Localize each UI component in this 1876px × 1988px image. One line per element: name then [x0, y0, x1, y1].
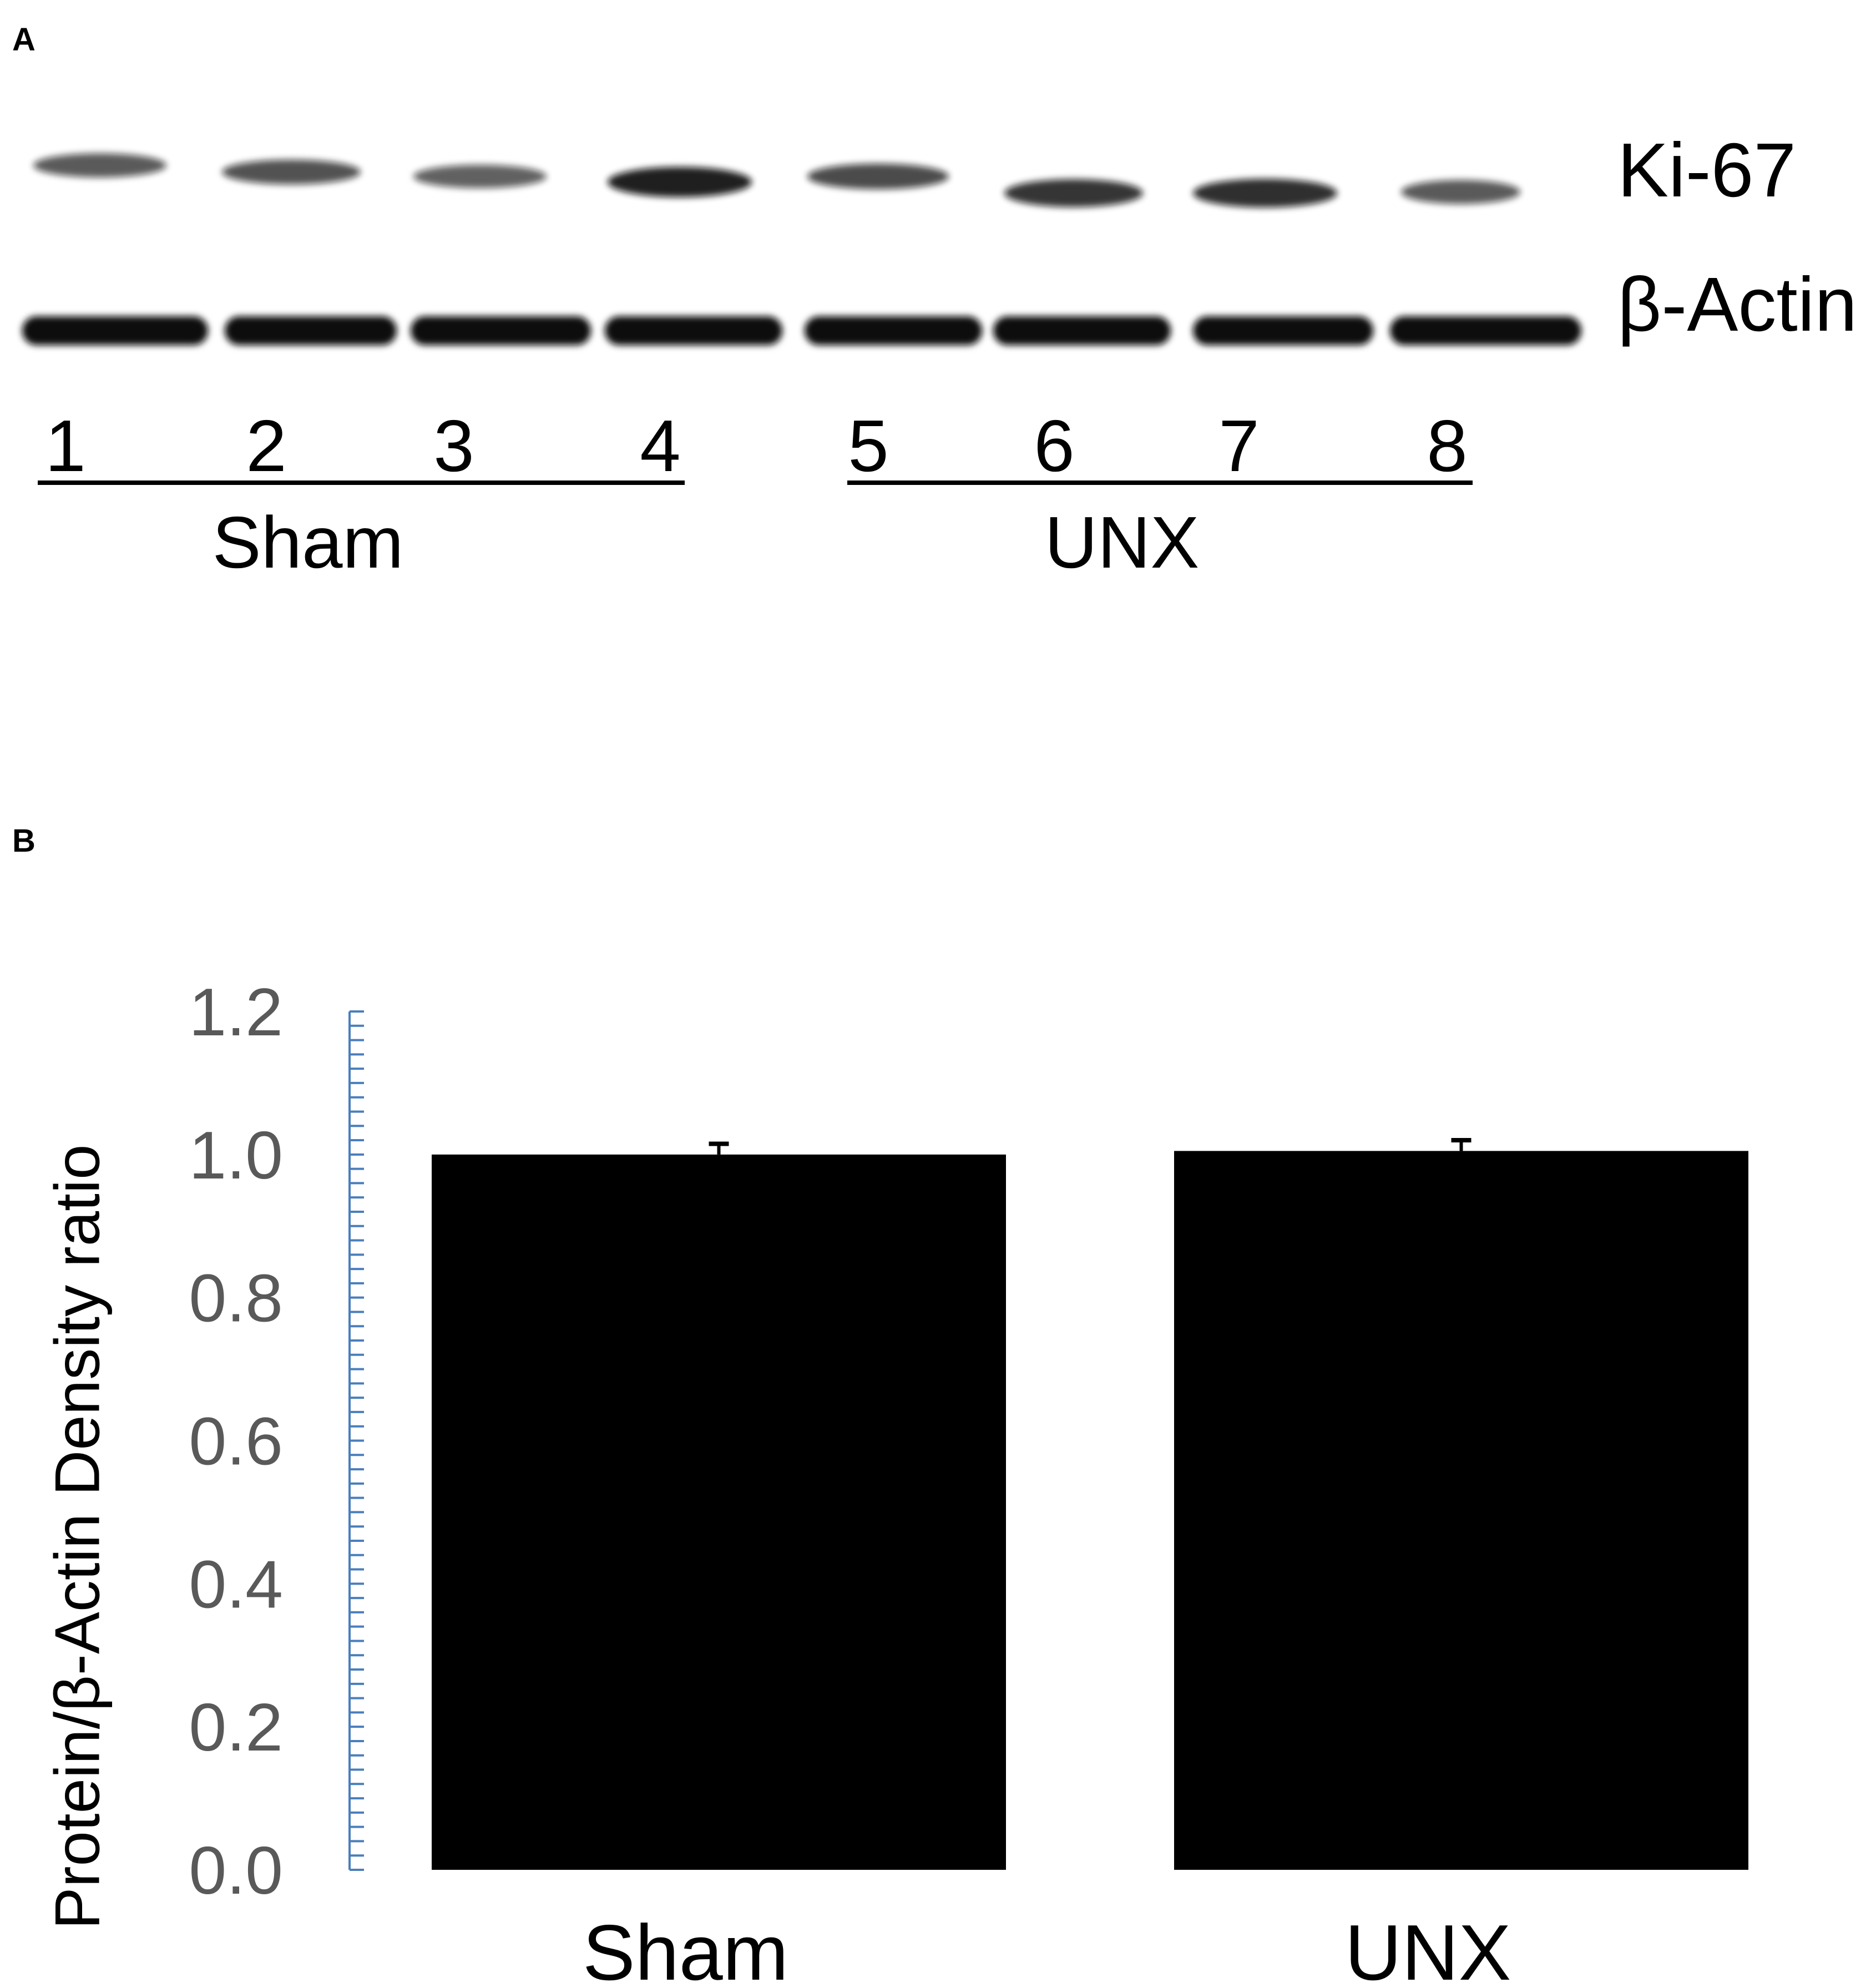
- y-tick-label: 0.0: [189, 1833, 283, 1908]
- sham-group-line: [38, 480, 685, 485]
- ki67-band: [608, 166, 752, 198]
- lane-number: 7: [1218, 405, 1260, 487]
- lane-number: 5: [848, 405, 889, 487]
- ki67-band: [807, 163, 949, 190]
- beta-actin-band: [22, 316, 208, 345]
- panel-b-letter: B: [12, 823, 36, 859]
- ki67-band: [1193, 179, 1337, 208]
- beta-actin-band: [1193, 316, 1373, 345]
- lane-number: 6: [1034, 405, 1075, 487]
- y-tick-label: 0.6: [189, 1404, 283, 1479]
- bar-chart: 0.0 0.2 0.4 0.6 0.8 1.0 1.2 Sham UNX: [189, 974, 1748, 1988]
- y-tick-label: 0.4: [189, 1546, 283, 1622]
- ki67-band: [1401, 180, 1520, 204]
- ki67-band: [33, 153, 166, 178]
- beta-actin-band: [993, 316, 1171, 345]
- ki67-band: [413, 165, 547, 188]
- ki67-band-label: Ki-67: [1617, 128, 1797, 213]
- bar-sham: [432, 1154, 1006, 1870]
- beta-actin-band-label: β-Actin: [1617, 262, 1858, 347]
- bar-unx: [1174, 1151, 1748, 1870]
- unx-group-line: [847, 480, 1473, 485]
- y-tick-label: 0.8: [189, 1261, 283, 1336]
- beta-actin-band: [605, 316, 782, 345]
- x-tick-label: UNX: [1345, 1909, 1511, 1988]
- x-tick-label: Sham: [583, 1909, 788, 1988]
- ki67-band: [222, 159, 361, 185]
- beta-actin-band: [225, 316, 397, 345]
- beta-actin-band: [1390, 316, 1581, 345]
- lane-number: 1: [45, 405, 86, 487]
- y-tick-label: 0.2: [189, 1689, 283, 1765]
- sham-group-label: Sham: [212, 502, 404, 583]
- unx-group-label: UNX: [1044, 502, 1200, 583]
- western-blot-image: [22, 153, 1581, 345]
- ki67-band: [1004, 179, 1143, 208]
- y-tick-label: 1.2: [189, 974, 283, 1050]
- lane-number: 3: [433, 405, 474, 487]
- beta-actin-band: [411, 316, 591, 345]
- panel-a-letter: A: [12, 22, 36, 58]
- beta-actin-band: [805, 316, 982, 345]
- y-tick-label: 1.0: [189, 1117, 283, 1193]
- lane-number: 2: [246, 405, 287, 487]
- lane-number: 8: [1427, 405, 1468, 487]
- lane-number: 4: [640, 405, 681, 487]
